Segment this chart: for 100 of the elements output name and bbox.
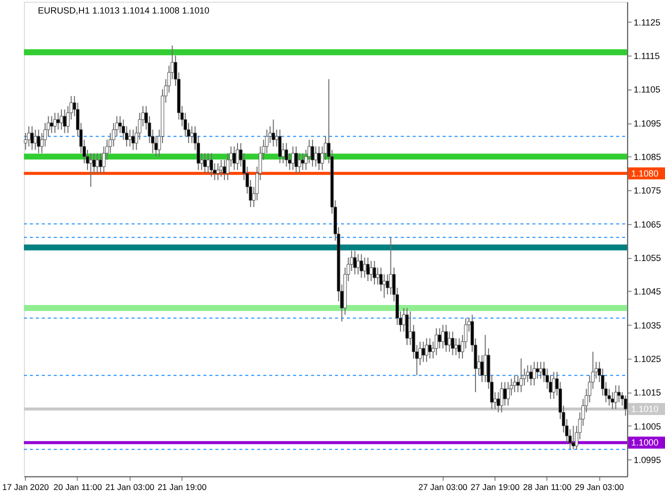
candlestick [272, 119, 275, 147]
candlestick [444, 324, 448, 352]
candlestick [424, 338, 428, 362]
candlestick [294, 146, 298, 174]
candlestick [500, 382, 504, 413]
y-tick-label: 1.1115 [634, 51, 660, 62]
candlestick [220, 159, 223, 178]
x-tick-label: 28 Jan 11:00 [523, 482, 572, 492]
candlestick [30, 126, 34, 150]
candlestick [503, 382, 506, 406]
candlestick [314, 146, 318, 168]
candlestick [529, 364, 533, 386]
candlestick [128, 129, 132, 147]
candlestick [480, 354, 484, 383]
candlestick [484, 334, 487, 383]
candlestick [301, 152, 304, 171]
candlestick [356, 254, 360, 275]
candlestick [451, 331, 454, 356]
x-tick-label: 29 Jan 03:00 [574, 482, 624, 492]
candlestick [617, 384, 621, 403]
y-tick-label: 1.1015 [634, 388, 662, 398]
candlestick [372, 260, 376, 285]
candlestick [512, 374, 516, 393]
candlestick [210, 152, 214, 178]
chart-title: EURUSD,H1 1.1013 1.1014 1.1008 1.1010 [38, 6, 210, 16]
candlestick [284, 142, 288, 168]
candlestick [552, 371, 556, 400]
y-tick-label: 1.1045 [634, 286, 662, 297]
candlestick [60, 108, 64, 130]
ref-line-label: 1.1000 [631, 438, 659, 448]
candlestick [532, 361, 536, 386]
candlestick [624, 395, 628, 416]
y-tick-label: 1.1095 [634, 118, 662, 128]
y-tick-label: 1.1075 [634, 186, 662, 196]
candlestick [438, 328, 442, 349]
candlestick [53, 112, 57, 134]
candlestick [448, 331, 452, 352]
x-tick-label: 17 Jan 2020 [2, 482, 50, 492]
candlestick [310, 139, 314, 168]
candlestick [428, 338, 432, 360]
candlestick [50, 116, 54, 134]
y-tick-label: 1.1085 [634, 152, 662, 162]
candlestick [526, 364, 530, 383]
candlestick [516, 374, 520, 393]
x-tick-label: 21 Jan 03:00 [105, 482, 155, 492]
x-tick-label: 20 Jan 11:00 [54, 482, 102, 492]
y-tick-label: 1.1065 [634, 219, 662, 230]
candlestick [232, 146, 236, 171]
y-tick-label: 1.1025 [634, 354, 662, 364]
x-tick-label: 27 Jan 19:00 [470, 482, 520, 492]
candlestick [434, 328, 438, 356]
candlestick [96, 152, 99, 174]
candlestick [496, 392, 500, 413]
ref-line-label: 1.1080 [631, 168, 659, 178]
candlestick [382, 274, 386, 298]
candlestick [360, 254, 364, 278]
candlestick [132, 129, 135, 150]
candlestick [353, 250, 357, 275]
y-tick-label: 1.1005 [634, 421, 662, 432]
candlestick [203, 152, 207, 174]
candlestick [34, 129, 37, 150]
candlestick [572, 425, 575, 450]
candlestick [36, 129, 40, 154]
y-tick-label: 1.1105 [634, 84, 660, 95]
x-tick-label: 21 Jan 19:00 [158, 482, 207, 492]
y-tick-label: 1.0995 [634, 454, 662, 465]
y-tick-label: 1.1035 [634, 320, 662, 330]
candlestick [291, 146, 295, 171]
candlestick [89, 152, 92, 188]
candlestick [405, 308, 409, 346]
candlestick [506, 382, 510, 406]
candlestick [422, 341, 425, 362]
x-tick-label: 27 Jan 03:00 [418, 482, 468, 492]
candlestick [27, 126, 30, 147]
candlestick [222, 159, 226, 181]
candlestick [458, 338, 461, 360]
candlestick [520, 358, 523, 393]
candlestick [236, 142, 240, 171]
candlestick [63, 108, 66, 134]
candlestick [216, 162, 220, 181]
candlestick [389, 236, 392, 296]
candlestick [278, 129, 282, 164]
candlestick [454, 338, 458, 356]
candlestick [98, 152, 102, 174]
candlestick [366, 257, 370, 282]
candlestick [206, 152, 210, 174]
candlestick [298, 152, 302, 174]
candlestick [614, 384, 618, 410]
candlestick [56, 112, 60, 130]
y-tick-label: 1.1055 [634, 253, 662, 264]
candlestick [386, 274, 390, 296]
candlestick [539, 361, 542, 380]
candlestick [536, 361, 540, 380]
candlestick [376, 267, 380, 285]
candlestick [441, 324, 445, 349]
candlestick [610, 392, 614, 410]
y-tick-label: 1.1125 [634, 17, 660, 28]
candlestick [317, 146, 321, 171]
candlestick [363, 257, 366, 278]
candlestick [190, 126, 194, 144]
